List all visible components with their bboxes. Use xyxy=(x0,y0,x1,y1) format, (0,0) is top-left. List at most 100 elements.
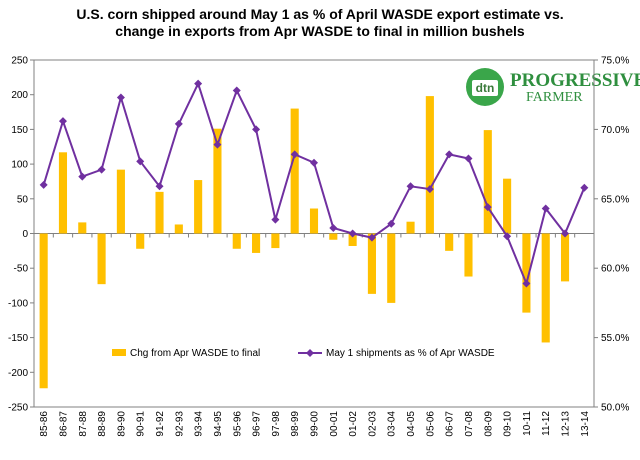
legend-label-line: May 1 shipments as % of Apr WASDE xyxy=(326,348,495,359)
line-point xyxy=(97,165,106,174)
x-axis-tick-label: 98-99 xyxy=(290,411,301,437)
chart-title-line-2: change in exports from Apr WASDE to fina… xyxy=(115,23,525,39)
left-axis-tick-label: 0 xyxy=(22,229,28,240)
line-point xyxy=(252,125,261,134)
left-axis-tick-label: -150 xyxy=(8,333,28,344)
x-axis-tick-label: 04-05 xyxy=(406,411,417,437)
line-point xyxy=(213,140,222,149)
bar-series xyxy=(39,96,570,389)
x-axis-tick-label: 08-09 xyxy=(483,411,494,437)
bar xyxy=(483,130,492,234)
x-axis-tick-label: 02-03 xyxy=(367,411,378,437)
x-axis-tick-label: 01-02 xyxy=(348,411,359,437)
bar xyxy=(97,233,106,285)
dtn-logo-text: dtn xyxy=(472,80,498,96)
bar xyxy=(348,233,357,246)
line-point xyxy=(116,93,125,102)
line-point xyxy=(387,219,396,228)
line-point xyxy=(58,117,67,126)
legend: Chg from Apr WASDE to final May 1 shipmen… xyxy=(112,348,495,359)
axes: 250 200 150 100 50 0 -50 -100 -150 -200 -250 75.0% 7… xyxy=(8,56,629,437)
bar xyxy=(445,233,454,251)
bar xyxy=(39,233,48,389)
x-axis-tick-label: 97-98 xyxy=(271,411,282,437)
line-point xyxy=(271,215,280,224)
left-axis-tick-label: 200 xyxy=(11,90,28,101)
bar xyxy=(387,233,396,303)
bar xyxy=(367,233,376,294)
logo-text-farmer: FARMER xyxy=(526,90,583,105)
x-axis-tick-label: 86-87 xyxy=(58,411,69,437)
line-point xyxy=(78,172,87,181)
bar xyxy=(464,233,473,277)
line-point xyxy=(348,229,357,238)
line-point xyxy=(483,203,492,212)
x-axis-tick-label: 06-07 xyxy=(445,411,456,437)
bar xyxy=(329,233,338,240)
bar xyxy=(522,233,531,313)
x-axis-tick-label: 03-04 xyxy=(387,411,398,437)
x-axis-tick-label: 11-12 xyxy=(541,411,552,436)
left-axis-tick-label: 100 xyxy=(11,160,28,171)
x-axis-tick-label: 90-91 xyxy=(136,411,147,437)
x-axis-tick-label: 88-89 xyxy=(97,411,108,437)
x-axis-tick-label: 05-06 xyxy=(425,411,436,437)
left-axis-tick-label: -200 xyxy=(8,368,28,379)
dtn-logo-circle: dtn xyxy=(466,68,504,106)
bar xyxy=(78,222,87,234)
line-point xyxy=(329,223,338,232)
bar xyxy=(406,221,415,234)
logo-text-progressive: PROGRESSIVE xyxy=(510,70,640,91)
legend-label-bars: Chg from Apr WASDE to final xyxy=(130,348,260,359)
right-axis-tick-label: 50.0% xyxy=(601,403,629,414)
right-axis-tick-label: 60.0% xyxy=(601,264,629,275)
line-point xyxy=(503,232,512,241)
line-point xyxy=(232,86,241,95)
x-axis-tick-label: 94-95 xyxy=(213,411,224,437)
bar xyxy=(503,178,512,234)
bar xyxy=(194,180,203,234)
x-axis-tick-label: 85-86 xyxy=(39,411,50,437)
line-series xyxy=(39,79,589,288)
bar xyxy=(271,233,280,249)
x-axis-tick-label: 09-10 xyxy=(503,411,514,437)
line-point xyxy=(194,79,203,88)
x-axis-tick-label: 10-11 xyxy=(522,411,533,436)
chart-title: U.S. corn shipped around May 1 as % of A… xyxy=(40,6,600,40)
x-axis-tick-label: 95-96 xyxy=(232,411,243,437)
line-point xyxy=(580,183,589,192)
right-axis-tick-label: 65.0% xyxy=(601,194,629,205)
bar xyxy=(425,96,434,234)
x-axis-tick-label: 92-93 xyxy=(174,411,185,437)
x-axis-tick-label: 99-00 xyxy=(310,411,321,437)
bar xyxy=(252,233,261,253)
x-axis-tick-label: 13-14 xyxy=(580,411,591,437)
line-point xyxy=(406,182,415,191)
line-point xyxy=(136,157,145,166)
line-point xyxy=(367,233,376,242)
line-point xyxy=(39,180,48,189)
line-point xyxy=(174,119,183,128)
line-point xyxy=(561,229,570,238)
left-axis-tick-label: -50 xyxy=(14,264,29,275)
bar xyxy=(560,233,570,282)
line-point xyxy=(290,150,299,159)
x-axis-tick-label: 89-90 xyxy=(116,411,127,437)
x-axis-tick-label: 91-92 xyxy=(155,411,166,437)
bar xyxy=(290,108,299,234)
line-point xyxy=(445,150,454,159)
bar xyxy=(155,191,164,234)
x-axis-tick-label: 07-08 xyxy=(464,411,475,437)
left-axis-tick-label: 250 xyxy=(11,56,28,67)
bar xyxy=(136,233,145,249)
line-point xyxy=(464,154,473,163)
bar xyxy=(116,169,125,234)
x-axis-tick-label: 96-97 xyxy=(252,411,263,437)
left-axis-tick-label: -250 xyxy=(8,403,28,414)
chart-title-line-1: U.S. corn shipped around May 1 as % of A… xyxy=(76,6,564,22)
legend-marker-sample xyxy=(306,349,314,357)
bar xyxy=(174,224,183,234)
x-axis-tick-label: 00-01 xyxy=(329,411,340,437)
